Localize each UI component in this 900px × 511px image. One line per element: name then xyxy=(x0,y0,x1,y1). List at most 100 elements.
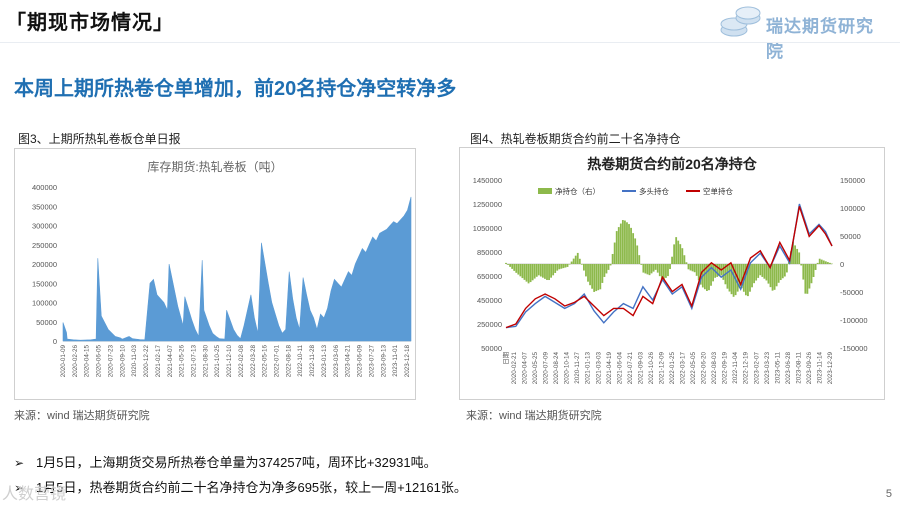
y-tick-label: 400000 xyxy=(32,183,57,192)
net-position-bar xyxy=(609,264,612,266)
net-position-bar xyxy=(515,264,518,273)
net-position-bar xyxy=(542,264,544,278)
net-position-bar xyxy=(706,264,708,291)
net-position-bar xyxy=(806,264,809,294)
net-position-bar xyxy=(638,255,641,264)
logo-text: 瑞达期货研究院 xyxy=(766,17,874,61)
bullet-arrow-icon: ➢ xyxy=(14,481,25,495)
x-tick-label: 2021-12-09 xyxy=(658,352,665,385)
y-tick-label: 300000 xyxy=(32,222,57,231)
net-position-bar xyxy=(740,264,743,289)
x-tick-label: 2021-12-10 xyxy=(226,345,233,378)
net-position-bar xyxy=(757,264,760,278)
y2-tick-label: 150000 xyxy=(840,176,865,185)
net-position-bar xyxy=(589,264,591,286)
net-position-bar xyxy=(517,264,520,275)
net-position-bar xyxy=(691,264,694,272)
x-tick-label: 2022-11-04 xyxy=(732,352,739,384)
net-position-bar xyxy=(730,264,733,295)
section-title: 「期现市场情况」 xyxy=(6,12,174,34)
bullet-text: 1月5日，上海期货交易所热卷仓单量为374257吨，周环比+32931吨。 xyxy=(36,455,437,470)
x-tick-label: 2020-05-25 xyxy=(532,352,539,385)
short-position-line xyxy=(505,206,833,329)
net-position-chart: 热卷期货合约前20名净持仓 50000 250000 450000 650000 8500… xyxy=(473,156,868,385)
x-tick-label: 2020-06-05 xyxy=(96,345,103,378)
net-position-bar xyxy=(794,245,796,264)
net-position-bar xyxy=(703,264,706,290)
x-tick-label: 2021-10-25 xyxy=(214,345,221,378)
figure3-panel: 库存期货:热轧卷板（吨） 0 50000 100000 150000 200000 2500… xyxy=(14,148,416,400)
net-position-bar xyxy=(673,244,676,264)
net-position-bar xyxy=(632,233,635,264)
x-tick-label: 2021-07-13 xyxy=(190,345,197,378)
page-number: 5 xyxy=(885,488,892,500)
net-position-bar xyxy=(656,264,659,273)
y2-tick-label: 100000 xyxy=(840,204,865,213)
net-position-bar xyxy=(511,264,514,269)
net-position-bar xyxy=(695,264,698,276)
net-position-bar xyxy=(566,264,569,267)
net-position-bar xyxy=(693,264,696,273)
x-tick-label: 2022-08-18 xyxy=(285,345,292,378)
net-position-bar xyxy=(529,264,532,283)
net-position-bar xyxy=(550,264,553,278)
net-position-bar xyxy=(535,264,538,277)
x-tick-label: 2022-01-25 xyxy=(669,352,676,385)
net-position-bar xyxy=(814,264,817,270)
net-position-bar xyxy=(667,264,669,277)
net-position-bar xyxy=(568,264,571,265)
net-position-bar xyxy=(636,245,639,264)
net-position-bar xyxy=(539,264,542,277)
x-tick-label: 2022-06-20 xyxy=(701,352,708,385)
net-position-bar xyxy=(634,238,637,264)
x-tick-label: 2020-08-24 xyxy=(553,352,560,385)
net-position-bar xyxy=(642,264,645,273)
legend-label: 多头持仓 xyxy=(639,186,669,196)
x-tick-label: 2023-12-18 xyxy=(404,345,411,378)
net-position-bar xyxy=(628,224,630,264)
net-position-bar xyxy=(531,264,534,281)
y2-tick-label: 50000 xyxy=(840,232,861,241)
net-position-bar xyxy=(646,264,649,275)
figure4-source: 来源：wind 瑞达期货研究院 xyxy=(466,410,602,422)
net-position-bar xyxy=(749,264,751,292)
bullet-text: 1月5日，热卷期货合约前二十名净持仓为净多695张，较上一周+12161张。 xyxy=(36,480,467,495)
net-position-bar xyxy=(722,264,725,280)
net-position-bar xyxy=(578,258,581,264)
net-position-bar xyxy=(607,264,610,270)
net-position-bar xyxy=(580,264,583,265)
x-tick-label: 2022-03-17 xyxy=(680,352,687,385)
net-position-bar xyxy=(751,264,753,288)
net-position-bar xyxy=(611,253,614,264)
y-tick-label: 50000 xyxy=(481,344,502,353)
net-position-bar xyxy=(800,264,803,266)
x-tick-label: 2021-06-04 xyxy=(616,352,623,385)
net-position-bar xyxy=(605,264,608,274)
x-tick-label: 2021-03-03 xyxy=(595,352,602,385)
x-tick-label: 2021-01-13 xyxy=(585,352,592,385)
net-position-bar xyxy=(593,264,596,292)
net-position-bar xyxy=(601,264,604,283)
net-position-bar xyxy=(761,264,764,277)
net-position-bar xyxy=(671,256,673,264)
x-tick-label: 2020-07-09 xyxy=(543,352,550,385)
net-position-bar xyxy=(558,264,561,270)
net-position-bar xyxy=(640,264,643,265)
net-position-bar xyxy=(810,264,813,284)
net-position-bar xyxy=(554,264,557,273)
net-position-bar xyxy=(662,264,665,280)
figure3-source: 来源：wind 瑞达期货研究院 xyxy=(14,410,150,422)
y-tick-label: 100000 xyxy=(32,299,57,308)
net-position-bar xyxy=(597,264,600,291)
x-tick-label: 2020-09-10 xyxy=(119,345,126,378)
net-position-bar xyxy=(796,248,799,264)
y2-tick-label: -150000 xyxy=(840,344,868,353)
net-position-bar xyxy=(697,264,700,281)
long-position-line xyxy=(505,203,833,329)
net-position-bar xyxy=(769,264,772,288)
headline: 本周上期所热卷仓单增加，前20名持仓净空转净多 xyxy=(14,78,457,100)
x-tick-label: 2021-04-07 xyxy=(167,345,174,378)
net-position-bar xyxy=(585,264,587,277)
bullet-arrow-icon: ➢ xyxy=(14,456,25,470)
company-logo: 瑞达期货研究院 xyxy=(718,4,890,61)
